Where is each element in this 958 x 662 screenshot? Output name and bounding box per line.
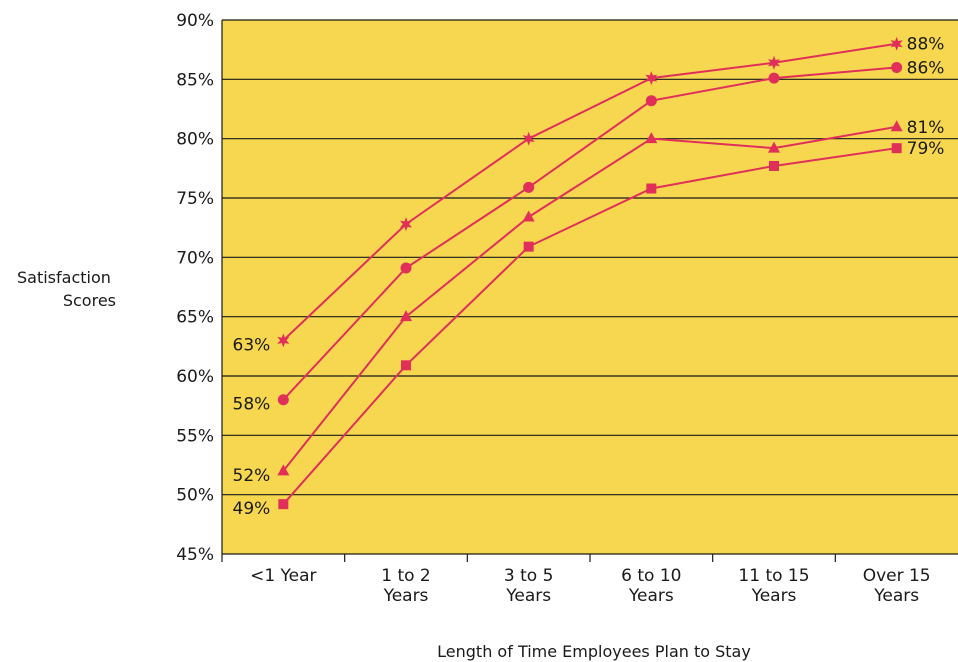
y-tick-label: 50% [176, 486, 214, 506]
point-star [522, 131, 535, 146]
y-axis: 45% 50% 55% 60% 65% 70% 75% 80% 85% 90% [176, 11, 223, 565]
y-axis-title-line-1: Satisfaction [17, 268, 111, 287]
point-square [769, 160, 779, 171]
start-value-label: 63% [233, 335, 271, 355]
point-triangle [645, 132, 658, 144]
y-tick-label: 80% [176, 130, 214, 150]
y-tick-label: 65% [176, 308, 214, 328]
x-tick-label: 3 to 5 Years [504, 566, 554, 606]
point-star [890, 36, 903, 51]
point-star [399, 217, 413, 232]
series-line-triangle [282, 125, 897, 472]
y-tick-label: 70% [176, 248, 214, 268]
x-tick-label: 6 to 10 Years [621, 566, 681, 606]
start-value-label: 58% [233, 395, 271, 415]
point-square [646, 183, 657, 194]
point-circle [277, 394, 289, 406]
series-line-circle [282, 66, 897, 401]
y-axis-title: Satisfaction Scores [17, 268, 116, 310]
point-circle [891, 61, 903, 73]
y-tick-label: 85% [176, 70, 214, 90]
y-axis-title-line-2: Scores [63, 291, 116, 310]
y-tick-label: 45% [176, 545, 214, 565]
x-axis-title: Length of Time Employees Plan to Stay [437, 642, 751, 661]
series-line-star [282, 42, 897, 342]
x-tick-label: 1 to 2 Years [381, 566, 431, 606]
x-tick-label: Over 15 Years [863, 566, 931, 606]
y-tick-label: 75% [176, 189, 214, 209]
y-tick-label: 60% [176, 367, 214, 387]
x-tick-label: <1 Year [250, 566, 316, 586]
point-square [891, 143, 902, 154]
point-circle [523, 181, 535, 193]
point-star [767, 55, 781, 70]
series-line-square [282, 147, 897, 505]
y-tick-label: 55% [176, 426, 214, 446]
point-circle [400, 262, 412, 274]
y-tick-label: 90% [176, 11, 214, 31]
point-triangle [522, 210, 535, 222]
end-value-label: 79% [907, 139, 945, 159]
point-triangle [890, 120, 903, 132]
x-axis: <1 Year 1 to 2 Years 3 to 5 Years 6 to 10 Year… [221, 554, 931, 606]
end-value-label: 88% [907, 35, 945, 55]
point-square [523, 241, 534, 252]
start-value-label: 52% [233, 466, 271, 486]
point-triangle [768, 141, 780, 153]
series-group [277, 36, 903, 510]
end-value-label: 86% [907, 58, 945, 78]
data-labels: 63% 88% 58% 86% 52% 81% 49% 79% [233, 35, 945, 519]
point-circle [645, 95, 657, 107]
x-tick-label: 11 to 15 Years [738, 566, 809, 606]
point-triangle [277, 464, 290, 476]
plot-background [222, 20, 958, 554]
point-square [401, 360, 411, 371]
point-circle [768, 72, 780, 84]
point-star [645, 71, 658, 86]
point-triangle [400, 310, 412, 322]
end-value-label: 81% [907, 118, 945, 138]
point-star [277, 333, 290, 348]
point-square [278, 499, 289, 510]
start-value-label: 49% [233, 499, 271, 519]
